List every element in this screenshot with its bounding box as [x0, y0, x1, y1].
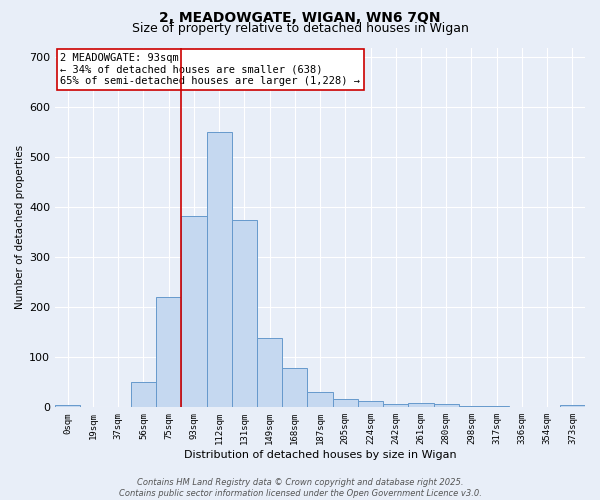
Bar	[232, 220, 257, 408]
Bar	[156, 298, 181, 408]
Text: Size of property relative to detached houses in Wigan: Size of property relative to detached ho…	[131, 22, 469, 35]
Bar	[434, 404, 459, 407]
Bar	[409, 404, 434, 407]
Bar	[383, 404, 409, 407]
Text: Contains HM Land Registry data © Crown copyright and database right 2025.
Contai: Contains HM Land Registry data © Crown c…	[119, 478, 481, 498]
Bar	[181, 216, 206, 408]
Bar	[560, 406, 585, 407]
Bar	[332, 399, 358, 407]
Bar	[484, 406, 509, 408]
Bar	[206, 132, 232, 407]
Bar	[459, 406, 484, 407]
Text: 2, MEADOWGATE, WIGAN, WN6 7QN: 2, MEADOWGATE, WIGAN, WN6 7QN	[159, 11, 441, 25]
Y-axis label: Number of detached properties: Number of detached properties	[15, 146, 25, 310]
X-axis label: Distribution of detached houses by size in Wigan: Distribution of detached houses by size …	[184, 450, 457, 460]
Bar	[358, 401, 383, 407]
Bar	[257, 338, 282, 407]
Bar	[307, 392, 332, 407]
Bar	[55, 405, 80, 407]
Bar	[131, 382, 156, 407]
Text: 2 MEADOWGATE: 93sqm
← 34% of detached houses are smaller (638)
65% of semi-detac: 2 MEADOWGATE: 93sqm ← 34% of detached ho…	[61, 53, 361, 86]
Bar	[282, 368, 307, 408]
